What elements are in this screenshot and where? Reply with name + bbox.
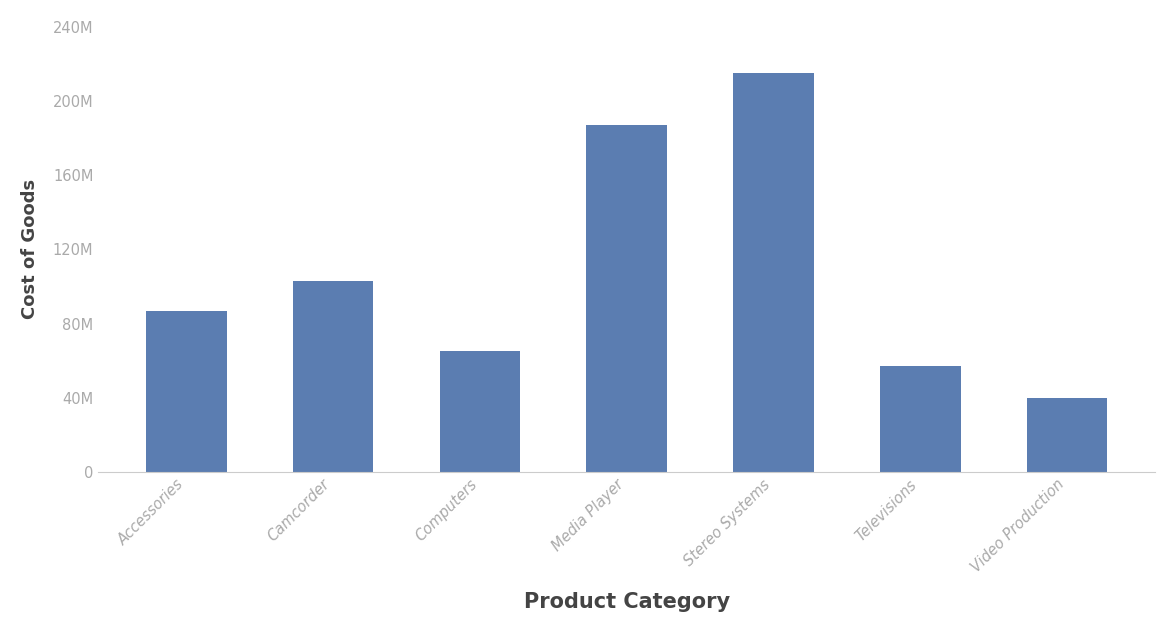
Y-axis label: Cost of Goods: Cost of Goods: [21, 179, 39, 320]
Bar: [440, 351, 520, 472]
Bar: [733, 73, 814, 472]
Bar: [880, 367, 961, 472]
X-axis label: Product Category: Product Category: [523, 592, 730, 612]
Bar: [146, 311, 227, 472]
Bar: [1027, 398, 1108, 472]
Bar: [587, 125, 667, 472]
Bar: [293, 281, 374, 472]
